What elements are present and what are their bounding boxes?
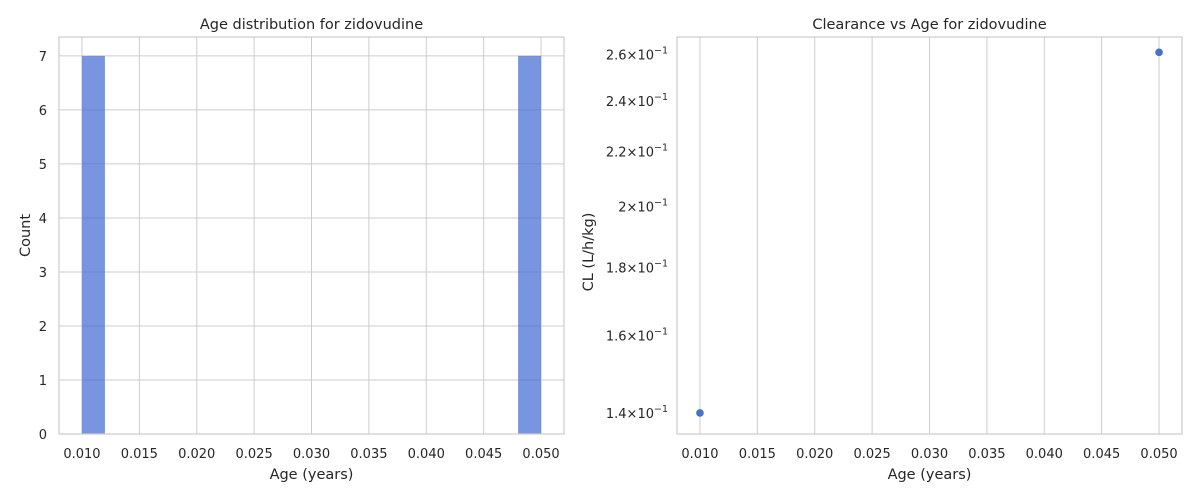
histogram-x-axis-label: Age (years) (270, 467, 354, 483)
histogram-x-tick-label: 0.015 (121, 447, 158, 462)
histogram-chart: 0.010 0.015 0.020 0.025 0.030 0.035 0.040 0.045… (18, 17, 565, 483)
scatter-grid (699, 37, 1160, 434)
histogram-grid (59, 37, 564, 435)
histogram-y-tick-label: 4 (39, 212, 47, 227)
histogram-title: Age distribution for zidovudine (200, 17, 423, 33)
scatter-points (696, 48, 1163, 417)
histogram-y-tick-label: 0 (39, 428, 47, 443)
scatter-point (696, 409, 704, 417)
scatter-x-tick-label: 0.040 (1026, 447, 1063, 462)
histogram-x-tick-label: 0.050 (522, 447, 559, 462)
scatter-point (1155, 48, 1163, 57)
scatter-x-tick-label: 0.050 (1140, 447, 1177, 462)
histogram-x-tick-label: 0.035 (350, 447, 387, 462)
scatter-y-tick-label: 2×10−1 (618, 197, 668, 215)
scatter-y-tick-label: 1.8×10−1 (606, 258, 668, 276)
scatter-x-axis-label: Age (years) (888, 467, 972, 483)
scatter-y-tick-label: 1.4×10−1 (606, 404, 668, 422)
histogram-x-tick-label: 0.025 (236, 447, 273, 462)
histogram-y-tick-label: 7 (39, 50, 47, 65)
scatter-y-tick-label: 2.2×10−1 (606, 142, 668, 160)
scatter-y-ticks: 1.4×10−1 1.6×10−1 1.8×10−1 2×10−1 2.2×10−1 2.… (606, 46, 668, 422)
scatter-plot-frame (676, 36, 1183, 435)
histogram-plot-frame (58, 36, 565, 435)
scatter-title: Clearance vs Age for zidovudine (812, 17, 1046, 33)
histogram-x-tick-label: 0.040 (408, 447, 445, 462)
scatter-y-axis-label: CL (L/h/kg) (581, 213, 597, 292)
scatter-y-tick-label: 2.6×10−1 (606, 46, 668, 64)
scatter-x-tick-label: 0.025 (854, 447, 891, 462)
histogram-x-tick-label: 0.020 (178, 447, 215, 462)
histogram-bar (81, 55, 105, 435)
scatter-x-tick-label: 0.035 (968, 447, 1005, 462)
scatter-x-tick-label: 0.045 (1083, 447, 1120, 462)
histogram-x-ticks: 0.010 0.015 0.020 0.025 0.030 0.035 0.040 0.045… (63, 447, 559, 462)
histogram-x-tick-label: 0.010 (63, 447, 100, 462)
scatter-x-tick-label: 0.030 (911, 447, 948, 462)
scatter-y-tick-label: 1.6×10−1 (606, 327, 668, 345)
scatter-y-tick-label: 2.4×10−1 (606, 92, 668, 110)
scatter-x-ticks: 0.010 0.015 0.020 0.025 0.030 0.035 0.040 0.045… (681, 447, 1177, 462)
histogram-x-tick-label: 0.030 (293, 447, 330, 462)
histogram-y-tick-label: 2 (39, 320, 47, 335)
histogram-y-ticks: 0 1 2 3 4 5 6 7 (39, 50, 47, 443)
histogram-y-tick-label: 5 (39, 158, 47, 173)
histogram-bars (81, 55, 542, 435)
scatter-x-tick-label: 0.010 (681, 447, 718, 462)
histogram-bar (518, 55, 542, 435)
histogram-y-axis-label: Count (18, 214, 34, 257)
scatter-x-tick-label: 0.015 (739, 447, 776, 462)
histogram-y-tick-label: 6 (39, 104, 47, 119)
histogram-x-tick-label: 0.045 (465, 447, 502, 462)
histogram-y-tick-label: 1 (39, 374, 47, 389)
scatter-chart: 0.010 0.015 0.020 0.025 0.030 0.035 0.040 0.045… (581, 17, 1183, 483)
scatter-x-tick-label: 0.020 (796, 447, 833, 462)
histogram-y-tick-label: 3 (39, 266, 47, 281)
